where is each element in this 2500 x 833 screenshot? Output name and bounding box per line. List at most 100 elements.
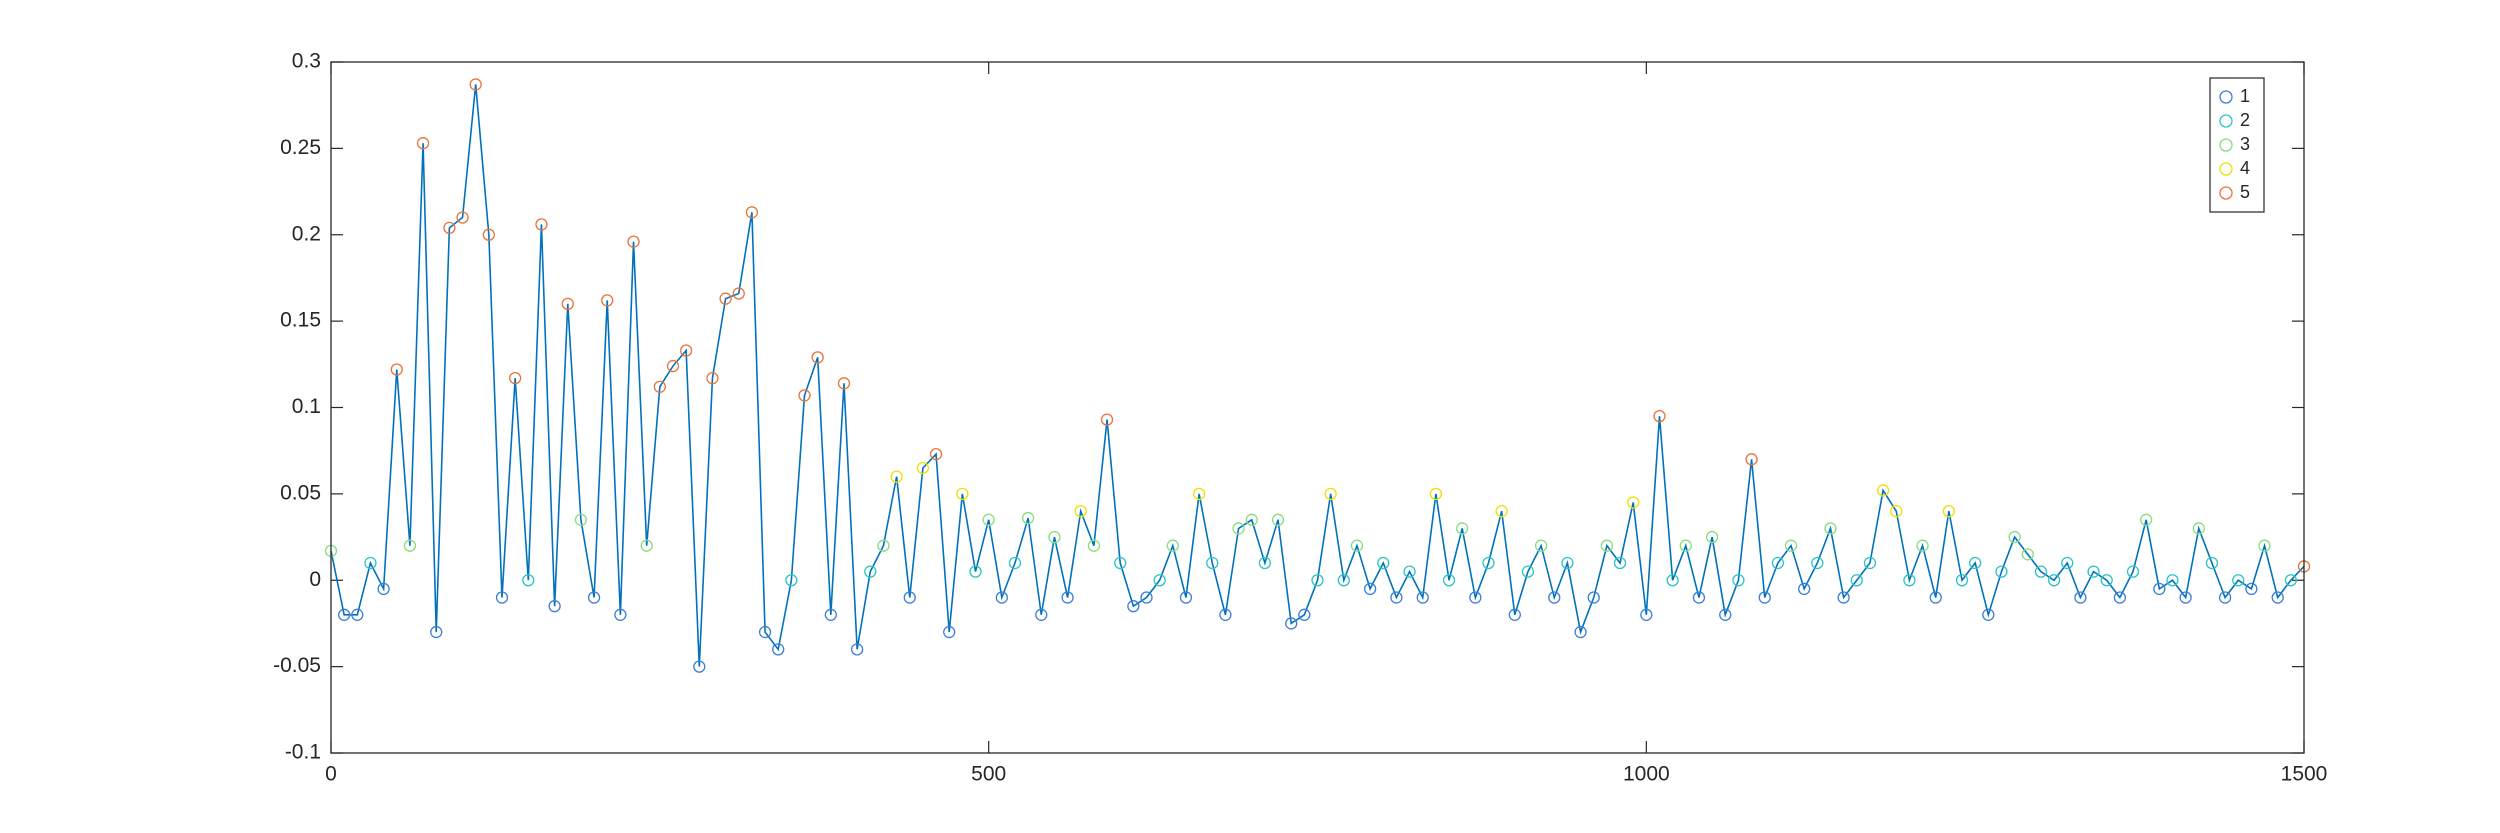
data-marker bbox=[943, 625, 956, 639]
data-marker bbox=[2166, 574, 2179, 587]
y-tick-label: 0.3 bbox=[292, 50, 321, 73]
data-marker bbox=[587, 591, 601, 604]
x-tick-label: 500 bbox=[971, 763, 1006, 786]
data-marker bbox=[693, 660, 706, 673]
data-marker bbox=[2232, 574, 2245, 587]
data-marker bbox=[1232, 522, 1245, 535]
data-marker bbox=[2271, 591, 2284, 604]
data-marker bbox=[2205, 556, 2219, 570]
data-marker bbox=[679, 344, 693, 357]
data-marker bbox=[1942, 504, 1956, 518]
data-marker bbox=[1271, 513, 1285, 526]
data-marker bbox=[430, 625, 443, 639]
data-marker bbox=[1876, 484, 1890, 497]
data-marker bbox=[850, 643, 864, 656]
data-marker bbox=[772, 643, 785, 656]
data-marker bbox=[1087, 539, 1101, 552]
data-marker bbox=[1508, 608, 1521, 621]
data-marker bbox=[548, 600, 561, 613]
data-marker bbox=[2140, 513, 2153, 526]
data-marker bbox=[1363, 582, 1377, 596]
data-marker bbox=[1311, 574, 1324, 587]
data-marker bbox=[706, 371, 719, 385]
data-marker bbox=[1337, 574, 1350, 587]
data-marker bbox=[2047, 574, 2061, 587]
legend-label: 5 bbox=[2240, 182, 2250, 202]
y-tick-label: -0.1 bbox=[285, 741, 321, 764]
data-marker bbox=[811, 351, 824, 364]
data-marker bbox=[653, 380, 666, 393]
data-marker bbox=[1127, 600, 1140, 613]
data-marker bbox=[614, 608, 627, 621]
data-marker bbox=[2258, 539, 2271, 552]
data-marker bbox=[364, 556, 377, 570]
data-marker bbox=[1403, 565, 1416, 578]
data-marker bbox=[1758, 591, 1771, 604]
data-marker bbox=[798, 389, 811, 402]
data-marker bbox=[1640, 608, 1653, 621]
legend-marker bbox=[2219, 162, 2233, 176]
data-marker bbox=[1548, 591, 1561, 604]
data-marker bbox=[1021, 511, 1035, 525]
data-marker bbox=[1653, 409, 1666, 423]
data-marker bbox=[1903, 574, 1916, 587]
data-marker bbox=[2087, 565, 2100, 578]
data-marker bbox=[1061, 591, 1074, 604]
data-marker bbox=[864, 565, 877, 578]
plot-area bbox=[331, 62, 2304, 753]
legend-label: 1 bbox=[2240, 86, 2250, 106]
data-marker bbox=[2100, 574, 2113, 587]
data-marker bbox=[2074, 591, 2087, 604]
data-marker bbox=[1811, 556, 1824, 570]
data-marker bbox=[2218, 591, 2232, 604]
data-marker bbox=[535, 218, 548, 231]
data-marker bbox=[351, 608, 364, 621]
data-marker bbox=[995, 591, 1008, 604]
legend-box bbox=[2209, 77, 2265, 213]
legend-marker bbox=[2219, 114, 2233, 128]
data-marker bbox=[1613, 556, 1627, 570]
data-marker bbox=[982, 513, 995, 526]
data-marker bbox=[1285, 617, 1298, 630]
data-marker bbox=[2153, 582, 2166, 596]
data-marker bbox=[916, 461, 930, 475]
axes-box bbox=[330, 61, 2305, 754]
data-marker bbox=[1245, 513, 1258, 526]
data-marker bbox=[1035, 608, 1048, 621]
data-marker bbox=[1114, 556, 1127, 570]
data-marker bbox=[574, 513, 588, 526]
data-marker bbox=[1666, 574, 1679, 587]
data-marker bbox=[627, 235, 640, 248]
data-marker bbox=[1995, 565, 2008, 578]
data-marker bbox=[745, 206, 759, 219]
data-marker bbox=[1955, 574, 1969, 587]
data-marker bbox=[837, 377, 851, 390]
x-tick-label: 0 bbox=[325, 763, 337, 786]
data-marker bbox=[1482, 556, 1495, 570]
data-marker bbox=[877, 539, 890, 552]
data-marker bbox=[1574, 625, 1587, 639]
legend-marker bbox=[2219, 138, 2233, 152]
data-marker bbox=[890, 470, 903, 483]
data-marker bbox=[758, 625, 772, 639]
data-marker bbox=[1153, 574, 1166, 587]
data-marker bbox=[1166, 539, 1179, 552]
data-marker bbox=[1916, 539, 1929, 552]
x-tick-label: 1000 bbox=[1623, 763, 1670, 786]
data-marker bbox=[2179, 591, 2192, 604]
legend-label: 2 bbox=[2240, 110, 2250, 130]
data-marker bbox=[640, 539, 653, 552]
data-marker bbox=[1982, 608, 1995, 621]
data-marker bbox=[929, 447, 943, 461]
data-marker bbox=[1140, 591, 1153, 604]
data-marker bbox=[2245, 582, 2258, 596]
data-marker bbox=[1048, 530, 1061, 544]
data-marker bbox=[1324, 487, 1337, 501]
y-tick-label: 0.25 bbox=[280, 136, 321, 159]
data-marker bbox=[443, 221, 456, 234]
data-marker bbox=[1100, 413, 1114, 426]
x-tick-label: 1500 bbox=[2281, 763, 2328, 786]
data-marker bbox=[1561, 556, 1574, 570]
data-marker bbox=[1745, 453, 1758, 466]
